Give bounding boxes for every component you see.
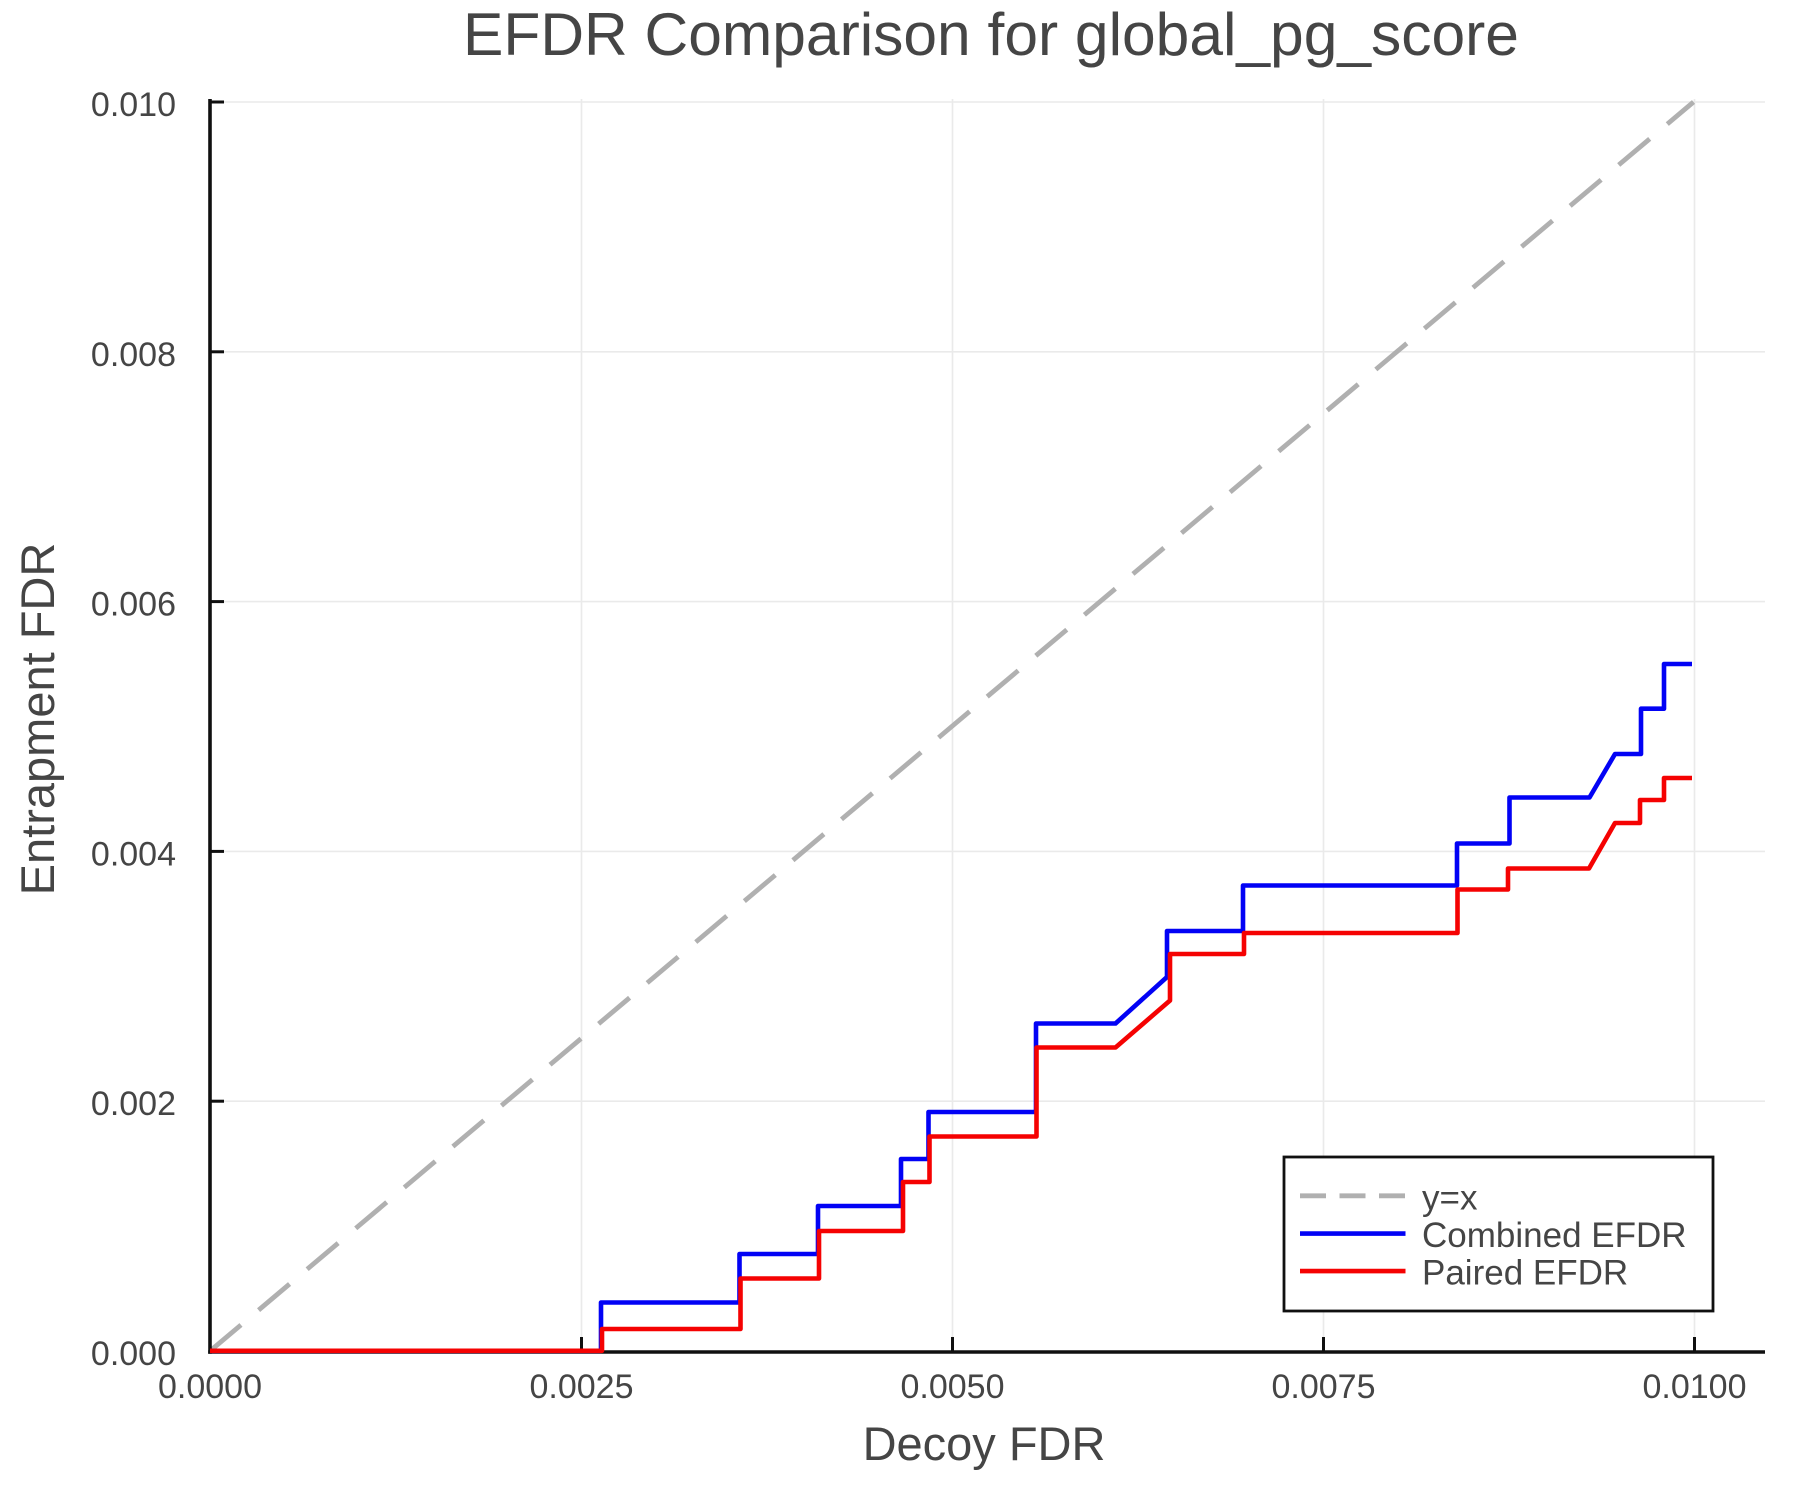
svg-text:0.004: 0.004: [91, 835, 176, 873]
svg-text:Decoy FDR: Decoy FDR: [863, 1417, 1106, 1470]
svg-text:0.006: 0.006: [91, 586, 176, 624]
svg-text:Combined EFDR: Combined EFDR: [1422, 1216, 1687, 1255]
svg-text:0.010: 0.010: [91, 86, 176, 124]
svg-text:0.0025: 0.0025: [530, 1368, 634, 1406]
svg-text:Entrapment FDR: Entrapment FDR: [11, 543, 64, 896]
svg-text:EFDR Comparison for global_pg_: EFDR Comparison for global_pg_score: [463, 0, 1519, 68]
svg-text:0.000: 0.000: [91, 1335, 176, 1373]
svg-text:Paired EFDR: Paired EFDR: [1422, 1254, 1628, 1293]
svg-text:0.0100: 0.0100: [1643, 1368, 1747, 1406]
svg-text:0.002: 0.002: [91, 1085, 176, 1123]
svg-text:y=x: y=x: [1422, 1179, 1478, 1218]
svg-text:0.0075: 0.0075: [1272, 1368, 1376, 1406]
svg-text:0.0000: 0.0000: [158, 1368, 262, 1406]
svg-text:0.008: 0.008: [91, 336, 176, 374]
svg-text:0.0050: 0.0050: [901, 1368, 1005, 1406]
